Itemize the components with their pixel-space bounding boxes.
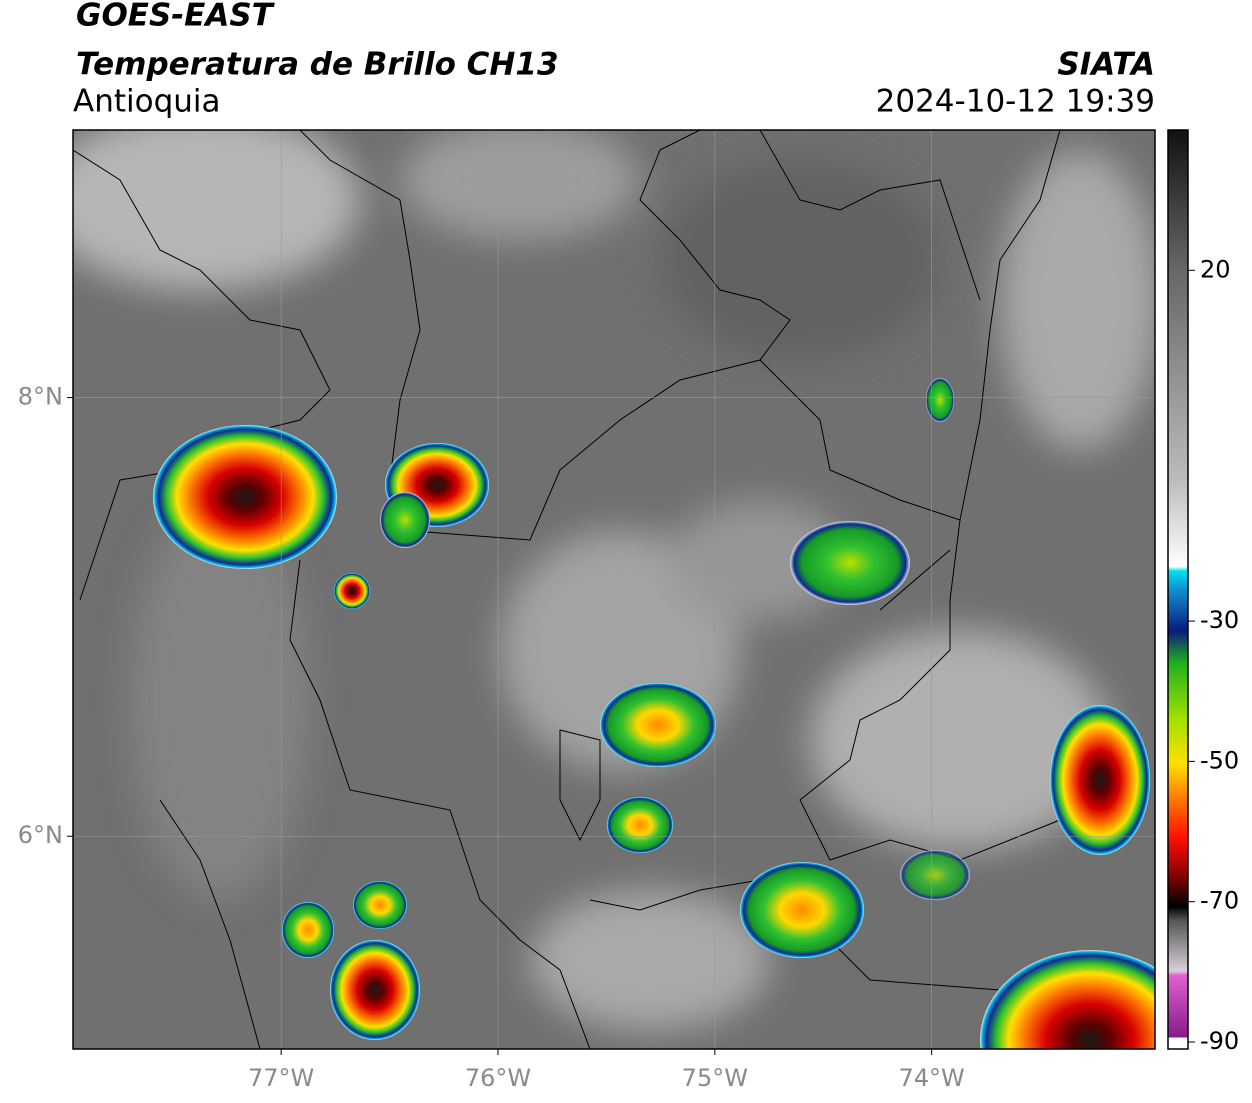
x-tick-label: 76°W	[465, 1064, 531, 1092]
y-tick-label: 6°N	[18, 821, 63, 849]
source: SIATA	[1057, 47, 1155, 83]
colorbar-tick-label: -50	[1200, 746, 1239, 774]
region: Antioquia	[73, 84, 221, 120]
grid	[73, 130, 1155, 1049]
subtitle: Temperatura de Brillo CH13	[76, 47, 559, 83]
colorbar-tick-label: -70	[1200, 887, 1239, 915]
colorbar	[1167, 129, 1189, 1050]
x-tick-label: 75°W	[682, 1064, 748, 1092]
datetime: 2024-10-12 19:39	[876, 84, 1155, 120]
colorbar-tick-label: 20	[1200, 255, 1231, 283]
y-tick-label: 8°N	[18, 383, 63, 411]
map-frame	[72, 129, 1156, 1050]
colorbar-tick-label: -90	[1200, 1027, 1239, 1055]
colorbar-tick-label: -30	[1200, 606, 1239, 634]
x-tick-label: 77°W	[248, 1064, 314, 1092]
x-tick-label: 74°W	[899, 1064, 965, 1092]
title: GOES-EAST	[76, 0, 276, 34]
map	[73, 130, 1155, 1049]
